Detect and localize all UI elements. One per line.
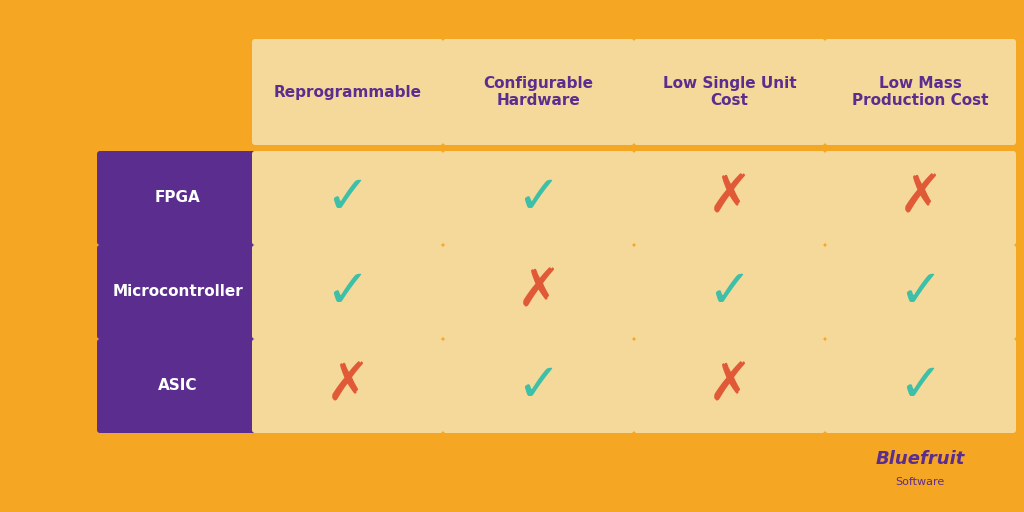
FancyBboxPatch shape — [825, 245, 1016, 339]
FancyBboxPatch shape — [825, 339, 1016, 433]
Text: ✗: ✗ — [708, 172, 752, 224]
FancyBboxPatch shape — [97, 339, 258, 433]
Text: Software: Software — [895, 477, 944, 487]
Text: ASIC: ASIC — [158, 378, 198, 394]
Text: Low Single Unit
Cost: Low Single Unit Cost — [663, 76, 797, 108]
Text: ✓: ✓ — [326, 266, 370, 318]
FancyBboxPatch shape — [634, 151, 825, 245]
FancyBboxPatch shape — [443, 339, 634, 433]
FancyBboxPatch shape — [443, 245, 634, 339]
FancyBboxPatch shape — [252, 339, 443, 433]
FancyBboxPatch shape — [97, 151, 258, 245]
Text: Bluefruit: Bluefruit — [876, 450, 965, 468]
FancyBboxPatch shape — [443, 151, 634, 245]
Text: Microcontroller: Microcontroller — [112, 285, 243, 300]
FancyBboxPatch shape — [252, 151, 443, 245]
FancyBboxPatch shape — [634, 339, 825, 433]
Text: ✗: ✗ — [516, 266, 560, 318]
Text: ✓: ✓ — [898, 360, 943, 412]
Text: ✗: ✗ — [898, 172, 943, 224]
Text: ✓: ✓ — [326, 172, 370, 224]
Text: FPGA: FPGA — [155, 190, 201, 205]
Text: Configurable
Hardware: Configurable Hardware — [483, 76, 594, 108]
Text: ✗: ✗ — [326, 360, 370, 412]
Text: Reprogrammable: Reprogrammable — [273, 84, 422, 99]
Text: ✓: ✓ — [516, 360, 560, 412]
Text: Low Mass
Production Cost: Low Mass Production Cost — [852, 76, 989, 108]
Text: ✓: ✓ — [708, 266, 752, 318]
Text: ✓: ✓ — [898, 266, 943, 318]
FancyBboxPatch shape — [443, 39, 634, 145]
Text: ✗: ✗ — [708, 360, 752, 412]
Text: ✓: ✓ — [516, 172, 560, 224]
FancyBboxPatch shape — [825, 39, 1016, 145]
FancyBboxPatch shape — [634, 39, 825, 145]
FancyBboxPatch shape — [97, 245, 258, 339]
FancyBboxPatch shape — [252, 245, 443, 339]
FancyBboxPatch shape — [252, 39, 443, 145]
FancyBboxPatch shape — [825, 151, 1016, 245]
FancyBboxPatch shape — [634, 245, 825, 339]
